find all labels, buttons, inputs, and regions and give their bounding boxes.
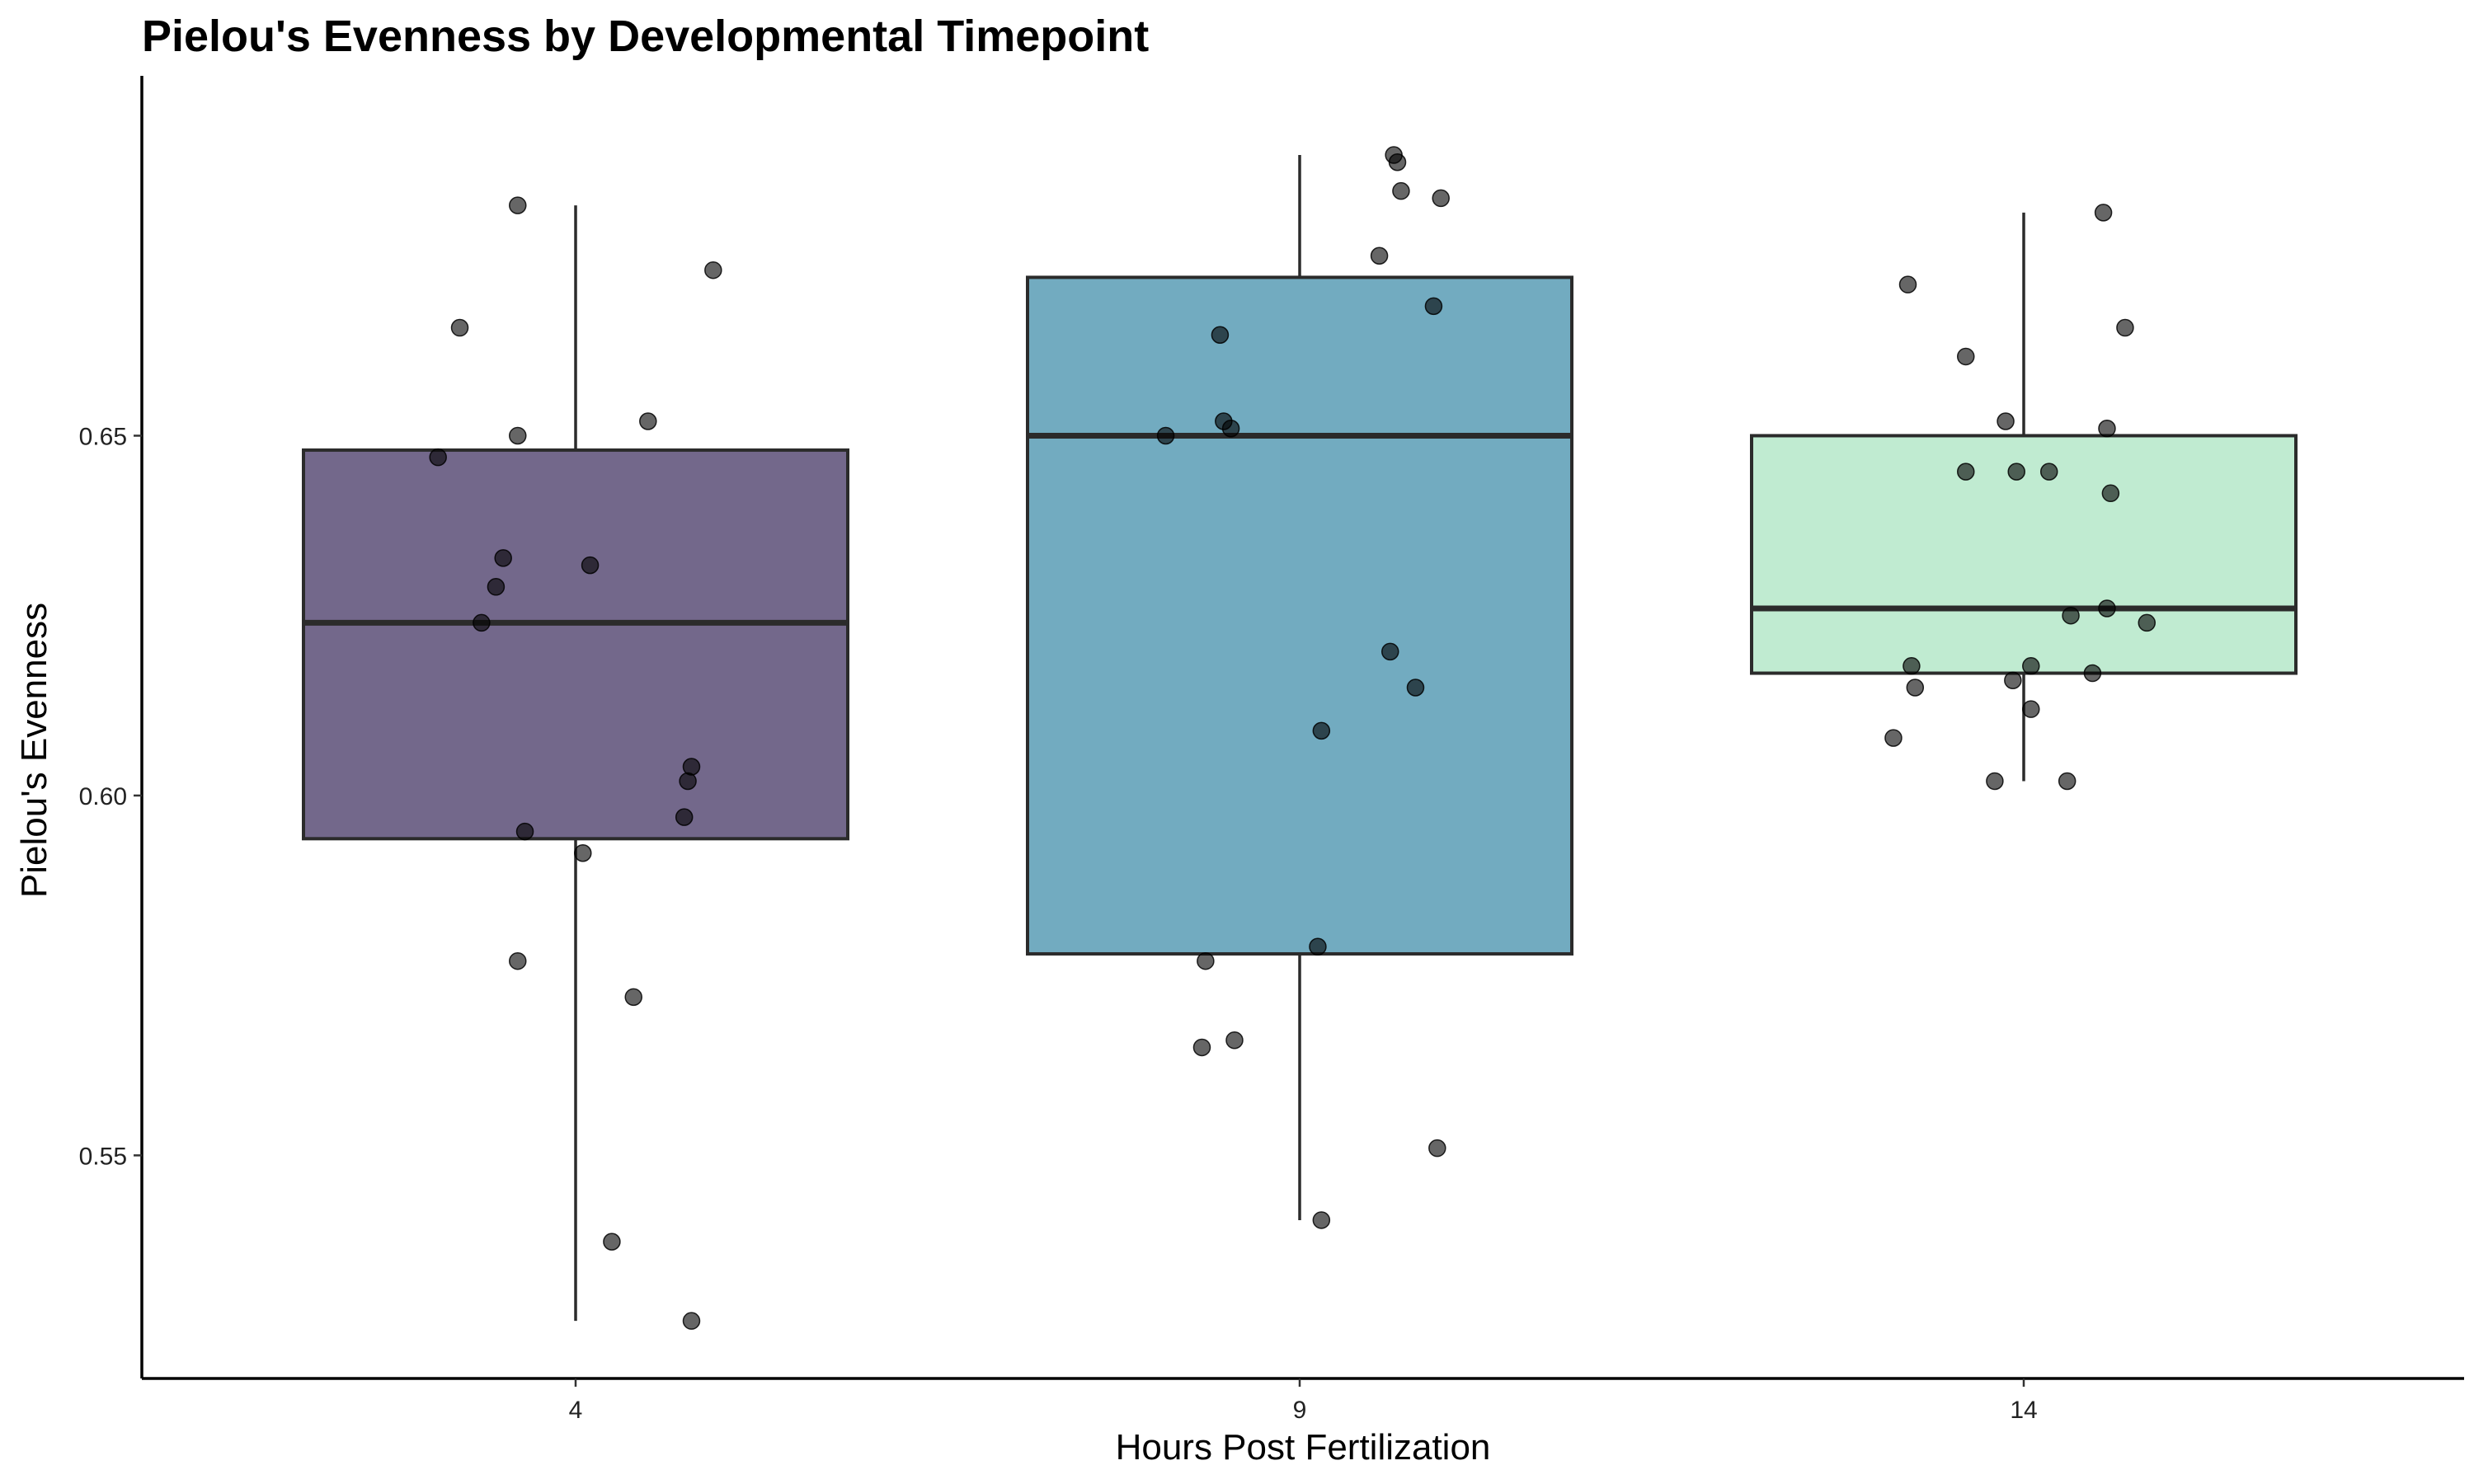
box-group-14 [1750,212,2298,782]
data-point [1388,153,1407,171]
data-point [1884,729,1903,747]
data-point [2083,664,2102,683]
data-point [2022,657,2040,675]
data-point [1903,657,1921,675]
data-point [1986,772,2004,791]
y-axis-title: Pielou's Evenness [14,603,54,898]
data-point [679,772,697,791]
data-point [1309,937,1327,956]
data-point [509,196,527,214]
x-tick-label: 4 [569,1397,583,1424]
data-point [1312,1211,1331,1229]
box-rect [302,448,849,841]
data-point [1197,951,1215,970]
data-point [1381,642,1399,661]
chart-title: Pielou's Evenness by Developmental Timep… [142,12,1149,61]
data-point [1192,1038,1211,1057]
data-point [639,412,657,430]
data-point [509,951,527,970]
data-point [2094,204,2113,222]
x-tick-label: 9 [1293,1397,1307,1424]
data-point [2022,700,2040,718]
x-axis-title: Hours Post Fertilization [1116,1427,1491,1468]
data-point [1424,297,1443,316]
data-point [2098,419,2116,438]
data-point [473,613,491,632]
data-point [704,261,722,279]
data-point [2062,606,2080,625]
box-group-9 [1026,155,1573,1220]
data-point [2116,318,2134,337]
data-point [1156,426,1175,445]
data-point [1211,326,1230,345]
y-tick-label: 0.55 [79,1143,127,1170]
data-point [509,426,527,445]
data-point [2058,772,2077,791]
data-point [1406,679,1425,697]
data-point [494,549,512,567]
data-point [515,822,534,841]
data-point [682,758,701,776]
data-point [1906,679,1925,697]
data-point [2138,613,2157,632]
data-point [2098,599,2116,618]
data-point [1221,419,1240,438]
data-point [429,448,447,467]
data-point [2039,463,2058,481]
data-point [2007,463,2025,481]
data-point [624,988,642,1007]
y-tick-label: 0.60 [79,783,127,810]
data-point [2004,671,2022,690]
axis-ticks: 0.55 0.60 0.65 4 9 14 [79,423,2038,1424]
data-point [450,318,469,337]
data-point [574,844,592,862]
data-point [2101,484,2120,503]
data-point [1957,463,1975,481]
data-point [581,556,600,575]
data-point [1225,1031,1244,1050]
y-tick-label: 0.65 [79,423,127,450]
data-point [1370,247,1389,265]
data-point [1997,412,2015,430]
plot-area [302,146,2298,1330]
data-point [603,1233,621,1251]
data-point [1428,1139,1446,1158]
data-point [487,578,506,596]
data-point [682,1312,701,1330]
box-rect [1026,275,1573,956]
data-point [1957,347,1975,366]
x-tick-label: 14 [2010,1397,2037,1424]
data-point [1392,181,1410,200]
data-point [675,808,694,826]
data-point [1432,189,1450,208]
data-point [1898,275,1917,294]
data-point [1312,721,1331,740]
box-group-4 [302,205,849,1322]
